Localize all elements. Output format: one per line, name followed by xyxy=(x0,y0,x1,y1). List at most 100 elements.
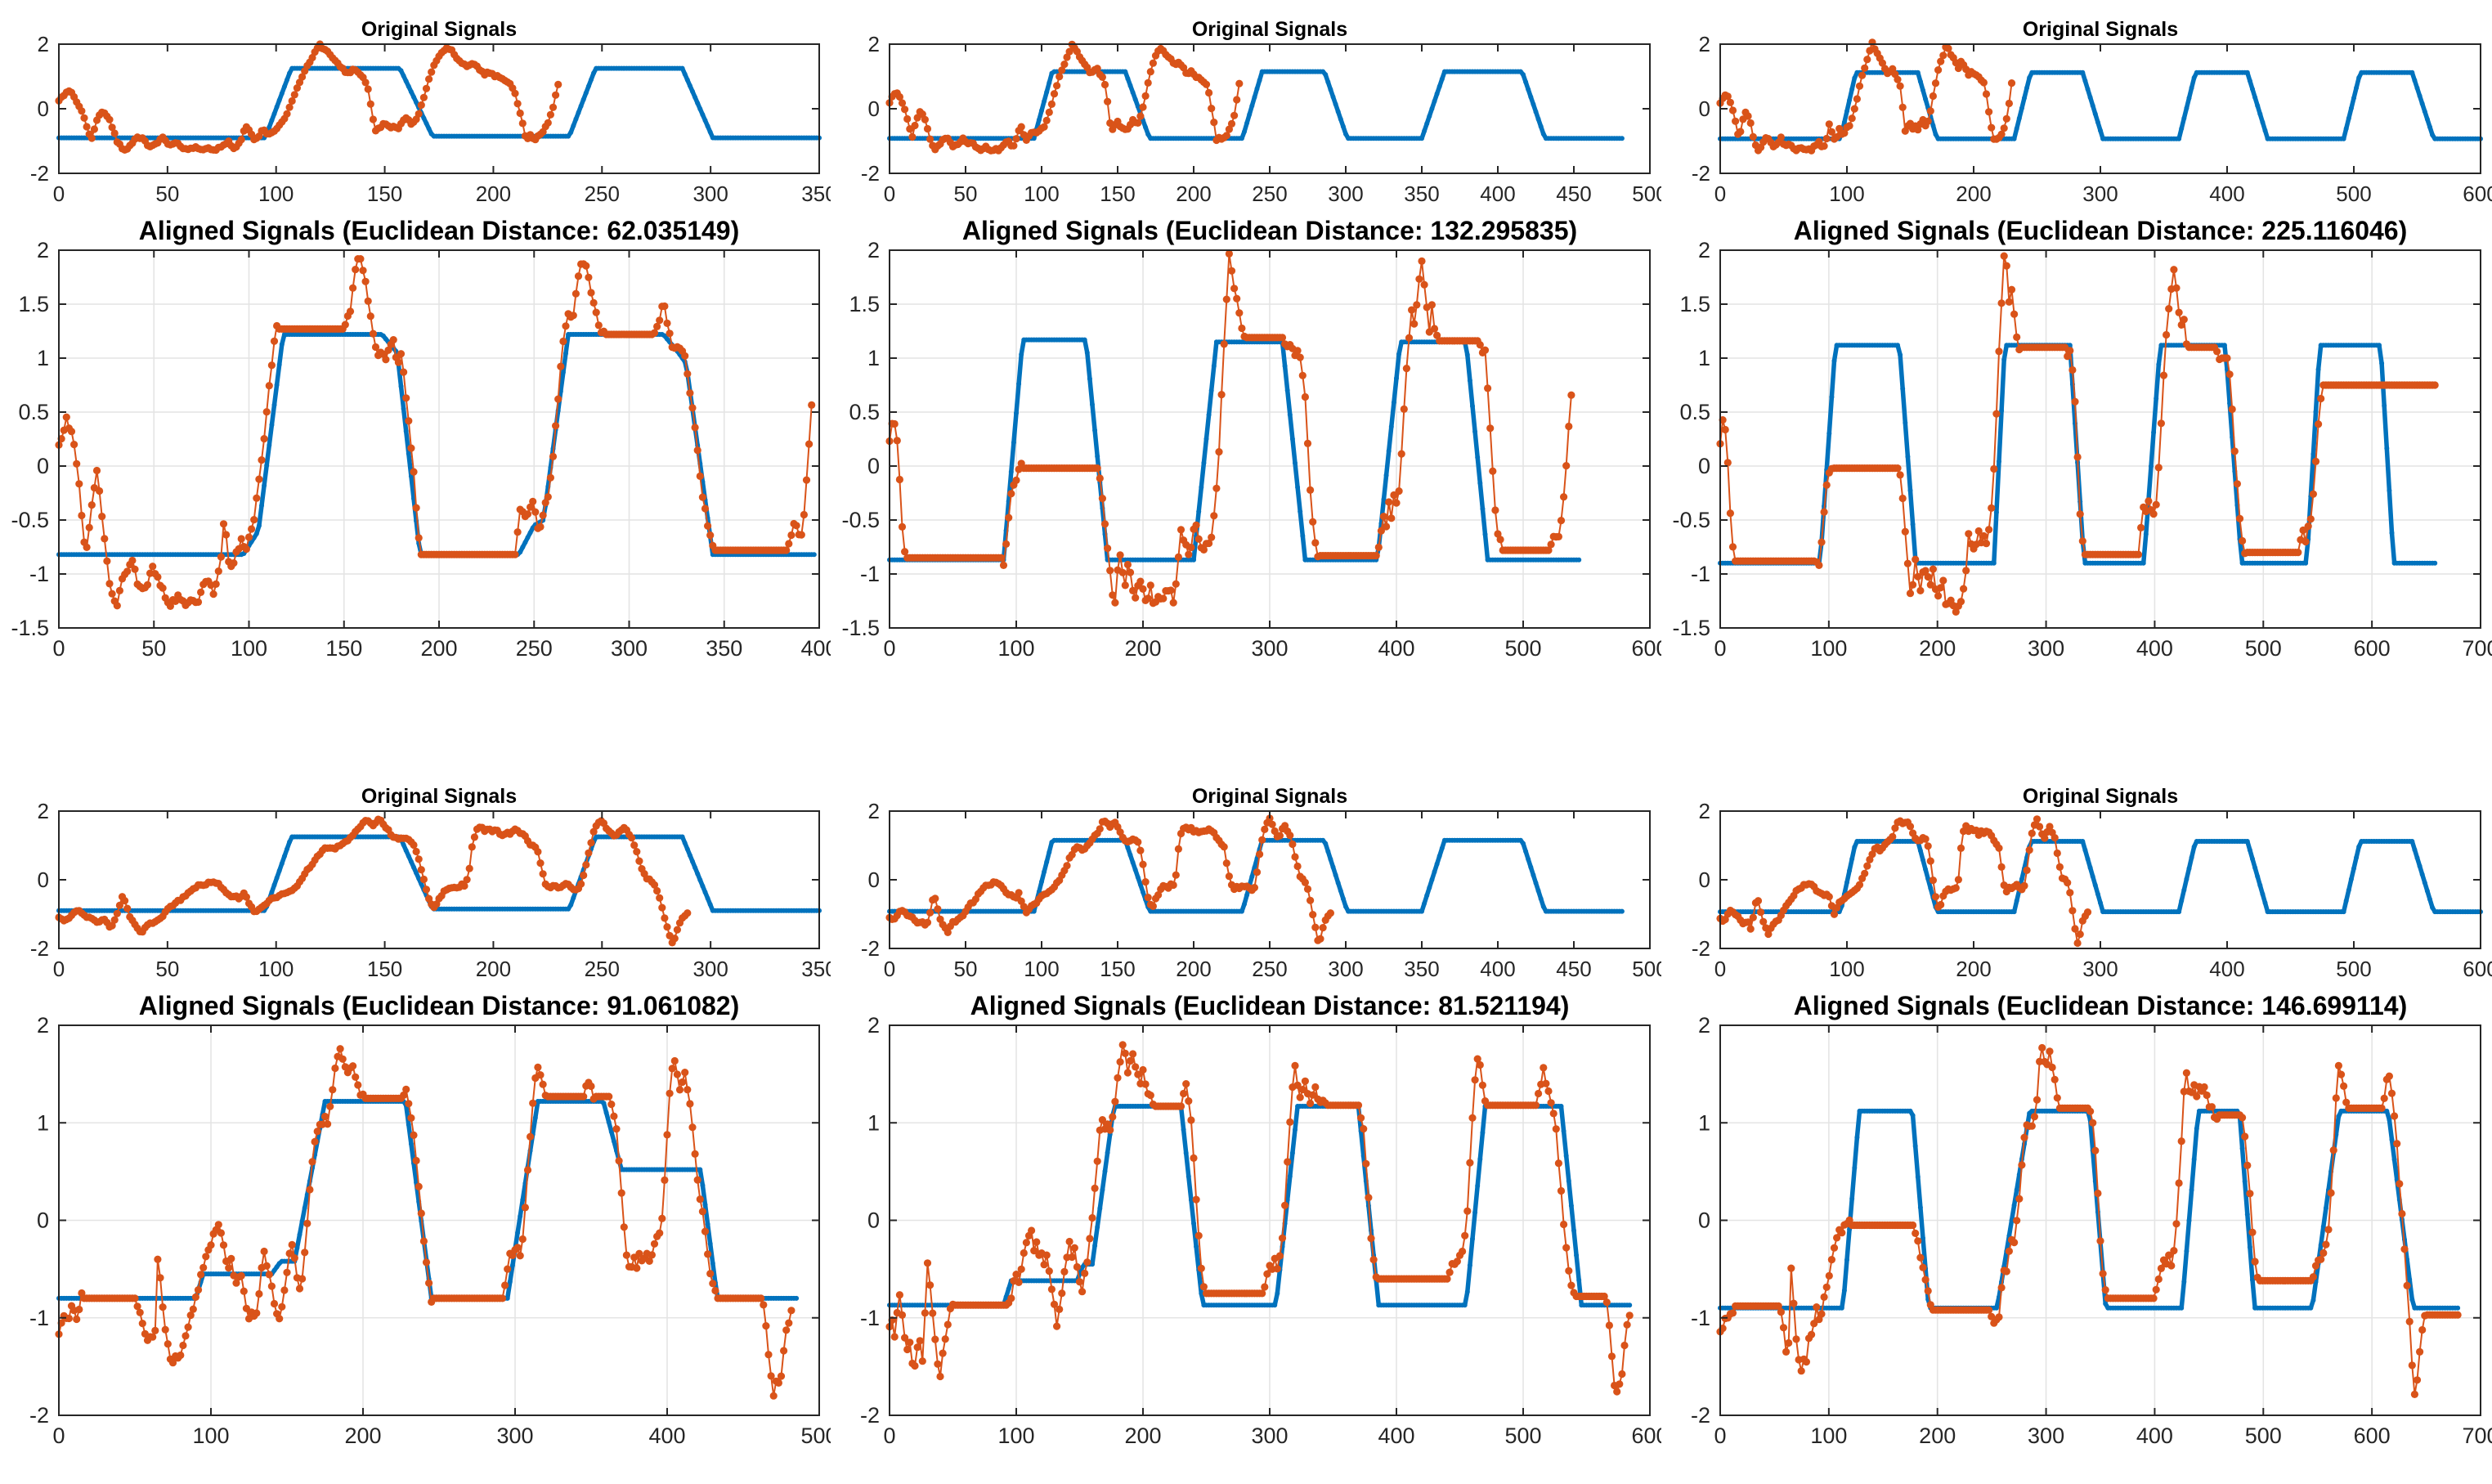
svg-text:-1.5: -1.5 xyxy=(841,616,880,640)
svg-text:-1.5: -1.5 xyxy=(11,616,49,640)
svg-text:500: 500 xyxy=(1632,957,1661,981)
svg-text:2: 2 xyxy=(38,32,49,56)
svg-text:0: 0 xyxy=(868,868,880,892)
panel-exp2-aligned-col1: Aligned Signals (Euclidean Distance: 91.… xyxy=(0,983,831,1461)
svg-text:100: 100 xyxy=(1024,957,1059,981)
svg-text:0: 0 xyxy=(38,868,49,892)
svg-text:0: 0 xyxy=(1698,454,1710,478)
svg-text:300: 300 xyxy=(1251,636,1288,661)
svg-text:0: 0 xyxy=(1714,182,1726,206)
svg-text:2: 2 xyxy=(1698,238,1710,262)
panel-title: Aligned Signals (Euclidean Distance: 81.… xyxy=(970,991,1570,1020)
figure-gap xyxy=(0,674,2492,778)
svg-text:50: 50 xyxy=(155,957,179,981)
svg-text:500: 500 xyxy=(1504,636,1541,661)
svg-text:2: 2 xyxy=(37,238,49,262)
svg-text:250: 250 xyxy=(1252,957,1287,981)
svg-text:-1: -1 xyxy=(860,562,880,586)
svg-text:2: 2 xyxy=(1699,799,1710,823)
svg-text:0: 0 xyxy=(868,96,880,121)
svg-text:0: 0 xyxy=(884,957,895,981)
svg-text:100: 100 xyxy=(1810,636,1847,661)
svg-text:150: 150 xyxy=(325,636,362,661)
svg-text:200: 200 xyxy=(420,636,457,661)
svg-text:0: 0 xyxy=(867,454,880,478)
svg-text:0.5: 0.5 xyxy=(1679,400,1710,424)
svg-text:600: 600 xyxy=(2463,957,2492,981)
svg-text:100: 100 xyxy=(258,182,294,206)
svg-text:500: 500 xyxy=(2336,957,2371,981)
plot-canvas: 050100150200250300350400450500-202 xyxy=(861,799,1661,981)
svg-text:0: 0 xyxy=(1714,957,1726,981)
svg-text:400: 400 xyxy=(2209,182,2244,206)
svg-text:-1: -1 xyxy=(29,562,49,586)
panel-exp2-aligned-col3: Aligned Signals (Euclidean Distance: 146… xyxy=(1661,983,2492,1461)
panel-exp1-aligned-col1: Aligned Signals (Euclidean Distance: 62.… xyxy=(0,208,831,674)
svg-text:250: 250 xyxy=(1252,182,1287,206)
svg-text:300: 300 xyxy=(692,182,728,206)
svg-text:350: 350 xyxy=(801,957,831,981)
row-exp2-original: Original Signals 050100150200250300350-2… xyxy=(0,778,2492,983)
svg-text:-1: -1 xyxy=(1691,562,1710,586)
svg-text:500: 500 xyxy=(2336,182,2371,206)
panel-title: Aligned Signals (Euclidean Distance: 225… xyxy=(1793,216,2408,245)
svg-text:1.5: 1.5 xyxy=(1679,292,1710,316)
svg-text:350: 350 xyxy=(1404,957,1439,981)
svg-text:0: 0 xyxy=(1699,868,1710,892)
panel-title: Aligned Signals (Euclidean Distance: 62.… xyxy=(138,216,740,245)
row-exp2-aligned: Aligned Signals (Euclidean Distance: 91.… xyxy=(0,983,2492,1461)
row-exp1-original: Original Signals 050100150200250300350-2… xyxy=(0,11,2492,208)
svg-text:0: 0 xyxy=(1699,96,1710,121)
svg-text:50: 50 xyxy=(954,182,978,206)
svg-text:600: 600 xyxy=(2354,636,2391,661)
svg-text:100: 100 xyxy=(258,957,294,981)
svg-text:50: 50 xyxy=(954,957,978,981)
svg-text:150: 150 xyxy=(1100,957,1135,981)
svg-text:100: 100 xyxy=(1024,182,1059,206)
svg-text:300: 300 xyxy=(1328,182,1363,206)
svg-text:300: 300 xyxy=(692,957,728,981)
svg-text:1: 1 xyxy=(867,346,880,370)
svg-text:0.5: 0.5 xyxy=(849,400,880,424)
plot-canvas: 050100150200250300350400450500-202 xyxy=(861,32,1661,206)
svg-text:0.5: 0.5 xyxy=(18,400,49,424)
svg-text:200: 200 xyxy=(1176,957,1211,981)
svg-text:-2: -2 xyxy=(861,161,880,186)
svg-text:100: 100 xyxy=(1829,182,1864,206)
svg-text:-0.5: -0.5 xyxy=(841,508,880,532)
panel-title: Original Signals xyxy=(1191,785,1348,808)
svg-text:300: 300 xyxy=(611,636,648,661)
svg-text:150: 150 xyxy=(367,182,402,206)
panel-exp1-original-col1: Original Signals 0 50 100 150 200 250 300 350 -2… xyxy=(0,11,831,208)
svg-text:200: 200 xyxy=(1956,957,1991,981)
plot-canvas: 0 100 200 300 400 500 600 -1.5 -1 -0.5 0 0.5 1 1.5 2 xyxy=(841,238,1661,661)
svg-text:500: 500 xyxy=(2245,636,2282,661)
svg-text:300: 300 xyxy=(2082,957,2118,981)
panel-exp2-original-col1: Original Signals 0 50 100 150 200 250 300 350 -2… xyxy=(0,778,831,983)
panel-title: Aligned Signals (Euclidean Distance: 91.… xyxy=(138,991,740,1020)
svg-text:350: 350 xyxy=(801,182,831,206)
svg-text:400: 400 xyxy=(2136,636,2173,661)
svg-text:350: 350 xyxy=(706,636,742,661)
svg-text:1: 1 xyxy=(37,346,49,370)
panel-title: Original Signals xyxy=(2022,18,2179,41)
svg-text:250: 250 xyxy=(585,957,620,981)
svg-text:200: 200 xyxy=(1956,182,1991,206)
svg-text:700: 700 xyxy=(2462,636,2492,661)
panel-title: Original Signals xyxy=(361,18,518,41)
svg-text:150: 150 xyxy=(1100,182,1135,206)
svg-text:400: 400 xyxy=(1378,636,1414,661)
svg-text:300: 300 xyxy=(1328,957,1363,981)
panel-title: Original Signals xyxy=(2022,785,2179,808)
svg-text:0: 0 xyxy=(53,182,65,206)
panel-exp2-original-col2: Original Signals 0 50 100 150 200 250 300 350 40… xyxy=(831,778,1661,983)
